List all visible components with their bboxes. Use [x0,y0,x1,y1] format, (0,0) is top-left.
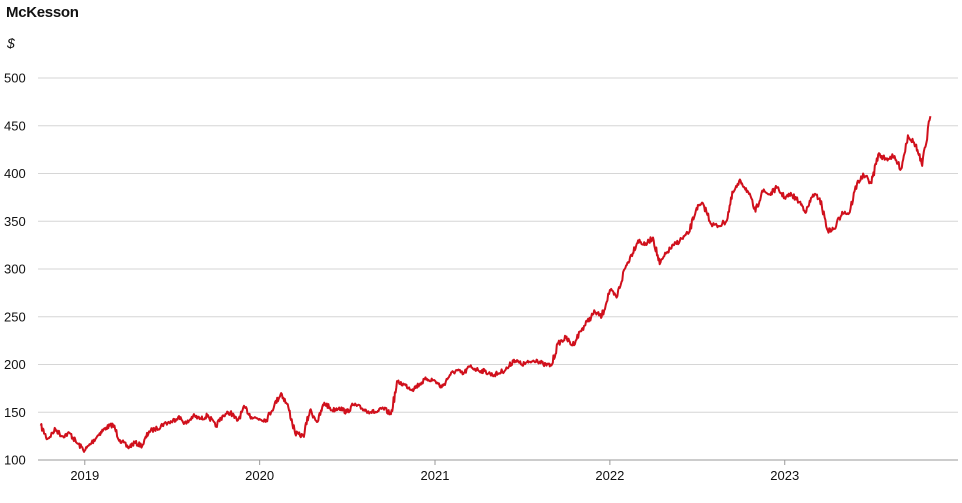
gridlines [38,77,958,461]
y-tick-label: 350 [4,214,26,229]
y-tick-label: 100 [4,453,26,468]
y-axis-ticks: 100 150 200 250 300 350 400 450 500 [4,71,26,468]
x-tick-label: 2023 [770,468,799,483]
y-axis-unit-label: $ [7,35,15,51]
y-tick-label: 150 [4,405,26,420]
x-axis-ticks: 2019 2020 2021 2022 2023 [70,460,799,483]
series-group [39,115,932,453]
y-tick-label: 200 [4,357,26,372]
y-tick-label: 300 [4,262,26,277]
x-tick-label: 2022 [595,468,624,483]
x-tick-label: 2021 [421,468,450,483]
y-tick-label: 500 [4,71,26,86]
x-tick-label: 2019 [70,468,99,483]
y-tick-label: 450 [4,118,26,133]
series-line-mckesson [39,115,932,453]
y-tick-label: 400 [4,166,26,181]
y-tick-label: 250 [4,309,26,324]
chart-title: McKesson [6,4,79,21]
x-tick-label: 2020 [245,468,274,483]
